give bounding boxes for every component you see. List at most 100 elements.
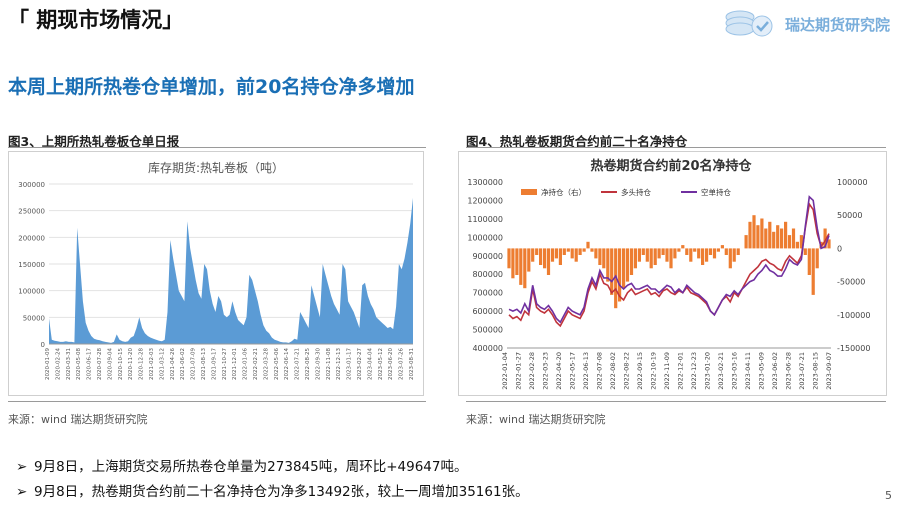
x-tick-label: 2023-08-15 xyxy=(812,352,820,390)
x-tick-label: 2022-01-27 xyxy=(515,352,523,390)
y-right-tick-label: 0 xyxy=(837,244,842,253)
y-right-tick-label: -150000 xyxy=(837,344,870,353)
net-position-bar xyxy=(586,241,590,249)
x-tick-label: 2021-12-01 xyxy=(232,348,238,380)
net-position-bar xyxy=(653,248,657,265)
net-position-bar xyxy=(784,221,788,249)
net-position-bar xyxy=(827,239,831,249)
net-position-bar xyxy=(780,228,784,249)
net-position-bar xyxy=(543,248,547,269)
legend-swatch xyxy=(521,189,537,195)
net-position-bar xyxy=(578,248,582,255)
net-position-bar xyxy=(554,248,558,259)
x-tick-label: 2022-06-13 xyxy=(582,352,590,390)
y-left-tick-label: 600000 xyxy=(472,307,503,316)
net-position-bar xyxy=(791,228,796,249)
x-tick-label: 2023-07-26 xyxy=(399,348,405,380)
x-tick-label: 2022-08-22 xyxy=(623,352,631,390)
x-tick-label: 2023-04-04 xyxy=(367,348,373,380)
x-tick-label: 2020-09-04 xyxy=(107,348,113,380)
y-tick-label: 250000 xyxy=(18,208,45,216)
logo-text: 瑞达期货研究院 xyxy=(784,16,890,34)
x-tick-label: 2022-02-21 xyxy=(253,348,259,380)
y-right-tick-label: -50000 xyxy=(837,278,865,287)
section-title: 「 期现市场情况」 xyxy=(8,8,184,32)
y-left-tick-label: 700000 xyxy=(472,289,503,298)
arrow-bullet-icon: ➢ xyxy=(16,484,28,500)
net-position-bar xyxy=(625,248,630,282)
x-tick-label: 2022-08-25 xyxy=(305,348,311,380)
figure3-source: 来源：wind 瑞达期货研究院 xyxy=(8,413,148,426)
net-position-bar xyxy=(795,241,799,249)
net-position-bar xyxy=(701,248,705,265)
short-position-line xyxy=(508,195,830,324)
net-position-bar xyxy=(756,225,760,249)
x-tick-label: 2022-11-09 xyxy=(663,352,671,390)
net-position-bar xyxy=(807,248,811,275)
x-tick-label: 2020-10-15 xyxy=(118,348,124,380)
net-position-bar xyxy=(669,248,673,269)
divider xyxy=(8,147,426,148)
x-tick-label: 2021-09-17 xyxy=(211,348,217,380)
x-tick-label: 2023-02-21 xyxy=(717,352,725,390)
bullet-text: 9月8日，热卷期货合约前二十名净持仓为净多13492张，较上一周增加35161张… xyxy=(34,484,529,500)
net-position-bar xyxy=(511,248,515,279)
y-right-tick-label: 50000 xyxy=(837,211,862,220)
net-position-bar xyxy=(523,248,527,289)
x-tick-label: 2021-02-03 xyxy=(149,348,155,380)
net-position-bar xyxy=(661,248,665,255)
y-left-tick-label: 1300000 xyxy=(467,178,503,187)
net-position-bar xyxy=(811,248,815,295)
figure3-caption: 图3、上期所热轧卷板仓单日报 xyxy=(8,134,180,149)
divider xyxy=(466,147,886,148)
x-tick-label: 2021-10-27 xyxy=(222,348,228,380)
net-position-bar xyxy=(705,248,709,262)
x-tick-label: 2022-10-19 xyxy=(650,352,658,390)
bullet-item: ➢ 9月8日，热卷期货合约前二十名净持仓为净多13492张，较上一周增加35161… xyxy=(16,480,529,500)
divider xyxy=(466,401,886,402)
x-tick-label: 2020-01-09 xyxy=(45,348,51,380)
coin-stack-icon xyxy=(725,10,773,37)
chart-title: 库存期货:热轧卷板（吨） xyxy=(148,160,284,175)
net-position-bar xyxy=(803,248,807,255)
net-position-bar xyxy=(724,248,728,255)
net-position-bar xyxy=(570,248,574,259)
net-position-bar xyxy=(645,248,649,262)
net-position-bar xyxy=(574,248,578,262)
x-tick-label: 2021-06-02 xyxy=(180,348,186,380)
x-tick-label: 2020-02-24 xyxy=(55,348,61,380)
net-position-bar xyxy=(582,248,586,252)
net-position-bar xyxy=(633,248,637,269)
divider xyxy=(8,401,426,402)
y-tick-label: 200000 xyxy=(18,234,45,242)
x-tick-label: 2022-06-14 xyxy=(284,348,290,380)
net-position-bar xyxy=(562,248,566,255)
net-position-bar xyxy=(649,248,653,269)
x-tick-label: 2022-03-28 xyxy=(263,348,269,380)
arrow-bullet-icon: ➢ xyxy=(16,459,28,475)
y-tick-label: 0 xyxy=(41,341,45,349)
net-position-bar xyxy=(637,248,641,262)
x-tick-label: 2020-07-28 xyxy=(97,348,103,380)
x-tick-label: 2022-12-23 xyxy=(690,352,698,390)
net-position-bar xyxy=(566,248,570,252)
x-tick-label: 2020-05-08 xyxy=(76,348,82,380)
net-position-bar xyxy=(708,248,713,255)
net-position-chart-panel: 热卷期货合约前20名净持仓 400000 500000 600000 700000 800… xyxy=(458,151,887,396)
legend-label: 空单持仓 xyxy=(701,187,731,197)
net-position-bar xyxy=(629,248,634,275)
net-position-bar xyxy=(744,235,748,249)
net-position-bar xyxy=(681,245,685,249)
x-tick-label: 2023-05-12 xyxy=(378,348,384,380)
net-position-bar xyxy=(764,228,768,249)
net-position-bar xyxy=(598,248,602,265)
y-right-tick-label: -100000 xyxy=(837,311,870,320)
y-left-tick-label: 1000000 xyxy=(467,233,503,242)
net-position-bar xyxy=(752,215,756,249)
net-position-chart: 热卷期货合约前20名净持仓400000500000600000700000800… xyxy=(467,158,870,390)
net-position-bar xyxy=(527,248,531,272)
net-position-bar xyxy=(665,248,669,262)
x-tick-label: 2022-02-28 xyxy=(528,352,536,390)
net-position-bar xyxy=(610,248,614,295)
x-tick-label: 2022-09-30 xyxy=(315,348,321,380)
